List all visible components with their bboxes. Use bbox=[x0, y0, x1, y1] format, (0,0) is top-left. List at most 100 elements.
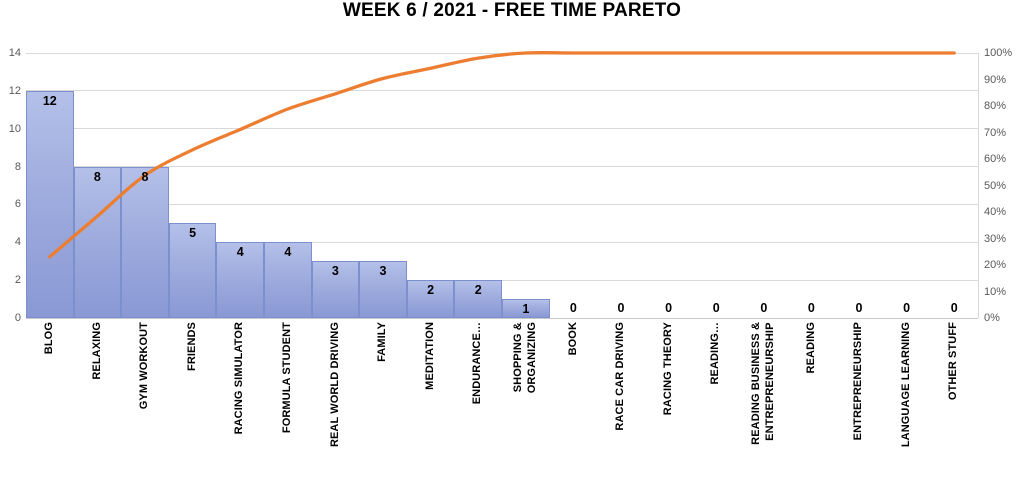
category-cell-reading-business-entrepreneurship: READING BUSINESS & ENTREPRENEURSHIP bbox=[740, 322, 788, 488]
category-cell-formula-student: FORMULA STUDENT bbox=[264, 322, 312, 488]
right-tick-100pct: 100% bbox=[984, 47, 1013, 59]
category-label-other-stuff: OTHER STUFF bbox=[947, 322, 960, 401]
value-label-family: 3 bbox=[379, 264, 387, 279]
value-label-reading: 0 bbox=[807, 301, 815, 315]
gridline-14 bbox=[26, 52, 978, 54]
category-label-reading: READING bbox=[804, 322, 817, 374]
bar-friends bbox=[168, 223, 217, 318]
value-label-meditation: 2 bbox=[427, 283, 435, 298]
category-cell-language-learning: LANGUAGE LEARNING bbox=[883, 322, 931, 488]
category-label-real-world-driving: REAL WORLD DRIVING bbox=[328, 322, 341, 448]
bar-meditation bbox=[406, 280, 455, 318]
right-tick-80pct: 80% bbox=[984, 100, 1007, 112]
category-label-endurance: ENDURANCE… bbox=[471, 322, 484, 405]
category-cell-reading: READING bbox=[788, 322, 836, 488]
category-cell-shopping-organizing: SHOPPING & ORGANIZING bbox=[502, 322, 550, 488]
left-tick-14: 14 bbox=[8, 47, 21, 59]
right-tick-10pct: 10% bbox=[984, 285, 1007, 298]
category-cell-endurance: ENDURANCE… bbox=[454, 322, 502, 488]
left-tick-2: 2 bbox=[14, 274, 21, 287]
bar-blog bbox=[26, 90, 74, 318]
left-tick-12: 12 bbox=[8, 84, 21, 97]
right-tick-0pct: 0% bbox=[984, 312, 1000, 324]
value-label-friends: 5 bbox=[189, 226, 197, 241]
right-tick-50pct: 50% bbox=[984, 179, 1007, 192]
value-label-endurance: 2 bbox=[474, 283, 482, 298]
gridline-6 bbox=[26, 203, 978, 205]
right-tick-90pct: 90% bbox=[984, 73, 1007, 86]
value-label-racing-theory: 0 bbox=[665, 301, 673, 315]
value-label-blog: 12 bbox=[42, 93, 57, 108]
cumulative-line-path bbox=[48, 50, 956, 259]
gridline-12 bbox=[26, 90, 978, 92]
plot-area: 12 8 8 5 4 4 3 3 2 2 1 0 0 0 0 0 0 0 0 0 bbox=[26, 50, 979, 319]
left-tick-4: 4 bbox=[14, 236, 21, 249]
category-label-family: FAMILY bbox=[376, 322, 389, 362]
value-label-language-learning: 0 bbox=[903, 301, 911, 315]
category-label-relaxing: RELAXING bbox=[90, 322, 103, 380]
bar-racing-simulator bbox=[216, 242, 264, 318]
category-cell-family: FAMILY bbox=[359, 322, 407, 488]
left-tick-6: 6 bbox=[14, 198, 21, 211]
value-label-entrepreneurship: 0 bbox=[855, 301, 863, 315]
right-tick-40pct: 40% bbox=[984, 206, 1007, 218]
value-label-reading-business-entrepreneurship: 0 bbox=[760, 301, 768, 315]
category-cell-entrepreneurship: ENTREPRENEURSHIP bbox=[835, 322, 883, 488]
right-tick-30pct: 30% bbox=[984, 232, 1007, 245]
value-label-relaxing: 8 bbox=[93, 169, 101, 184]
gridline-8 bbox=[26, 166, 978, 168]
bar-real-world-driving bbox=[311, 261, 360, 318]
category-cell-other-stuff: OTHER STUFF bbox=[930, 322, 978, 488]
category-cell-race-car-driving: RACE CAR DRIVING bbox=[597, 322, 645, 488]
category-cell-friends: FRIENDS bbox=[169, 322, 217, 488]
category-label-shopping-organizing: SHOPPING & ORGANIZING bbox=[512, 322, 538, 394]
category-label-race-car-driving: RACE CAR DRIVING bbox=[614, 322, 627, 431]
category-cell-meditation: MEDITATION bbox=[407, 322, 455, 488]
cumulative-line bbox=[48, 50, 956, 259]
chart-title: WEEK 6 / 2021 - FREE TIME PARETO bbox=[342, 0, 682, 21]
bar-relaxing bbox=[73, 166, 122, 318]
gridline-2 bbox=[26, 279, 978, 281]
category-label-blog: BLOG bbox=[42, 322, 55, 355]
category-label-language-learning: LANGUAGE LEARNING bbox=[899, 322, 912, 448]
bar-gym-workout bbox=[121, 166, 169, 318]
right-tick-60pct: 60% bbox=[984, 153, 1007, 165]
value-label-other-stuff: 0 bbox=[950, 301, 958, 315]
right-tick-70pct: 70% bbox=[984, 126, 1007, 139]
value-label-race-car-driving: 0 bbox=[617, 301, 625, 315]
category-label-racing-simulator: RACING SIMULATOR bbox=[233, 322, 246, 435]
value-label-book: 0 bbox=[569, 301, 577, 315]
value-label-gym-workout: 8 bbox=[141, 169, 149, 184]
bar-endurance bbox=[454, 280, 502, 318]
category-label-meditation: MEDITATION bbox=[423, 322, 436, 390]
category-cell-racing-theory: RACING THEORY bbox=[645, 322, 693, 488]
category-cell-real-world-driving: REAL WORLD DRIVING bbox=[312, 322, 360, 488]
value-label-real-world-driving: 3 bbox=[331, 264, 339, 279]
category-label-reading: READING… bbox=[709, 322, 722, 385]
category-cell-gym-workout: GYM WORKOUT bbox=[121, 322, 169, 488]
bar-formula-student bbox=[264, 242, 312, 318]
gridline-0 bbox=[26, 317, 978, 319]
category-axis: BLOG RELAXING GYM WORKOUT FRIENDS RACING SIM… bbox=[26, 322, 978, 488]
value-label-formula-student: 4 bbox=[284, 245, 292, 260]
value-label-racing-simulator: 4 bbox=[236, 245, 244, 260]
value-label-reading: 0 bbox=[712, 301, 720, 315]
right-tick-20pct: 20% bbox=[984, 259, 1007, 271]
category-label-friends: FRIENDS bbox=[185, 322, 198, 371]
left-tick-0: 0 bbox=[14, 312, 21, 324]
category-label-entrepreneurship: ENTREPRENEURSHIP bbox=[852, 322, 865, 441]
gridline-10 bbox=[26, 128, 978, 130]
category-cell-relaxing: RELAXING bbox=[74, 322, 122, 488]
gridline-4 bbox=[26, 241, 978, 243]
category-label-gym-workout: GYM WORKOUT bbox=[138, 322, 151, 410]
bar-shopping-organizing bbox=[502, 299, 550, 318]
left-tick-8: 8 bbox=[14, 160, 21, 173]
category-label-book: BOOK bbox=[566, 322, 579, 356]
category-cell-racing-simulator: RACING SIMULATOR bbox=[216, 322, 264, 488]
category-label-racing-theory: RACING THEORY bbox=[661, 322, 674, 416]
value-label-shopping-organizing: 1 bbox=[522, 302, 530, 317]
category-cell-reading: READING… bbox=[692, 322, 740, 488]
left-tick-10: 10 bbox=[8, 122, 21, 135]
category-label-formula-student: FORMULA STUDENT bbox=[280, 322, 293, 434]
